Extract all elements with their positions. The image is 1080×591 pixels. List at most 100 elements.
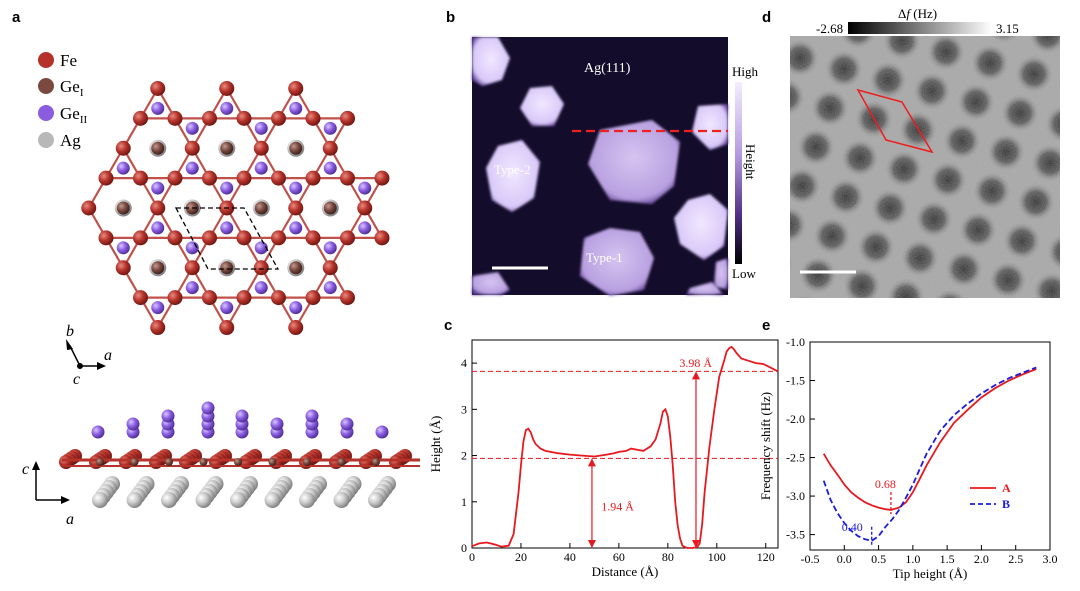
axis-a-side-label: a bbox=[66, 511, 74, 528]
y-tick-label: -2.0 bbox=[786, 412, 805, 426]
fe-atom bbox=[167, 230, 183, 246]
fe-atom bbox=[202, 230, 217, 246]
ge2-atom bbox=[289, 221, 303, 235]
fe-atom bbox=[271, 110, 286, 126]
ag-atom bbox=[264, 492, 281, 508]
axes-top-view bbox=[66, 339, 106, 370]
island-center bbox=[588, 120, 680, 204]
x-tick-label: 2.0 bbox=[974, 552, 989, 566]
fe-atom bbox=[184, 260, 200, 276]
panel-e-frequency-shift: e -0.5 0.0 0.5 1.0 1.5 2.0 2.5 3.0 -3.5 -3.0 -2.5 -… bbox=[760, 317, 1058, 581]
ge2-atom bbox=[358, 181, 372, 195]
fe-atom bbox=[184, 140, 200, 156]
x-axis-label: Distance (Å) bbox=[592, 564, 659, 579]
fe-atom bbox=[340, 290, 355, 306]
legend-label-A: A bbox=[1002, 481, 1011, 495]
ge2-atom bbox=[126, 417, 140, 431]
y-axis-label: Height (Å) bbox=[428, 416, 443, 473]
ag-atom bbox=[195, 492, 212, 508]
ge1-atom bbox=[303, 458, 311, 466]
y-tick-label: 4 bbox=[461, 356, 467, 370]
afm-pit bbox=[790, 253, 793, 275]
ge2-atom bbox=[220, 101, 234, 115]
ag-atom bbox=[230, 492, 246, 508]
afm-unit-cell bbox=[856, 88, 934, 154]
arrow-head bbox=[691, 540, 700, 548]
plot-frame bbox=[471, 339, 779, 549]
fe-atom bbox=[167, 290, 183, 306]
fe-atom bbox=[340, 170, 355, 186]
fe-atom bbox=[133, 290, 148, 306]
fe-atom bbox=[98, 230, 114, 246]
x-tick-label: 40 bbox=[564, 550, 576, 564]
annotation-min-b: 0.40 bbox=[842, 520, 863, 534]
ge2-atom bbox=[340, 417, 354, 431]
ag-atom bbox=[92, 492, 108, 508]
y-tick-label: -1.0 bbox=[786, 335, 805, 349]
ge2-atom bbox=[185, 281, 199, 295]
panel-b-letter: b bbox=[446, 9, 455, 26]
fe-atom bbox=[98, 170, 114, 186]
ge1-atom bbox=[323, 201, 337, 215]
panel-c-height-profile: c 0 20 40 60 80 100 120 0 1 2 3 4 Distance (Å) Height… bbox=[428, 317, 779, 579]
y-axis-label: Frequency shift (Hz) bbox=[760, 392, 773, 500]
ge1-atom bbox=[337, 458, 346, 466]
axis-c-side-label: c bbox=[22, 461, 29, 478]
island-right-top bbox=[692, 104, 728, 150]
ag-atom bbox=[161, 492, 177, 508]
legend-label-B: B bbox=[1002, 497, 1010, 511]
fe-atom bbox=[236, 110, 252, 126]
fe-atom bbox=[115, 260, 131, 276]
x-tick-label: 0.0 bbox=[837, 552, 852, 566]
panel-e-letter: e bbox=[762, 317, 770, 334]
ge2-atom bbox=[151, 221, 165, 235]
ge1-atom bbox=[199, 458, 208, 466]
fe-atom bbox=[322, 140, 338, 156]
fe-atom bbox=[357, 200, 373, 216]
ge2-atom bbox=[116, 241, 130, 255]
x-tick-label: 0.5 bbox=[871, 552, 886, 566]
fe-atom bbox=[150, 200, 166, 216]
legend-ge1-label: GeI bbox=[60, 77, 84, 99]
fe-atom bbox=[305, 170, 321, 186]
fe-atom bbox=[202, 290, 217, 306]
afm-image bbox=[790, 36, 1060, 298]
ge2-atom bbox=[151, 301, 165, 315]
x-tick-label: 1.0 bbox=[905, 552, 920, 566]
ge2-atom bbox=[201, 401, 215, 415]
fe-atom bbox=[271, 230, 286, 246]
ge1-atom bbox=[151, 141, 165, 155]
series-line-B bbox=[822, 366, 1037, 542]
x-axis-label: Tip height (Å) bbox=[893, 566, 968, 581]
fe-atom bbox=[81, 200, 97, 216]
ag-atom bbox=[368, 492, 384, 508]
side-view bbox=[59, 401, 420, 508]
fe-atom bbox=[202, 170, 217, 186]
fe-atom bbox=[150, 320, 166, 336]
fe-atom bbox=[340, 110, 355, 126]
ge1-atom bbox=[234, 458, 242, 466]
ge2-atom bbox=[185, 161, 199, 175]
island-type2 bbox=[486, 140, 540, 212]
fe-atom bbox=[133, 170, 148, 186]
ge1-atom bbox=[289, 141, 303, 155]
fe-atom bbox=[271, 290, 286, 306]
ag-atom bbox=[299, 492, 315, 508]
legend-ag-label: Ag bbox=[60, 131, 81, 150]
island-type1 bbox=[580, 228, 654, 296]
afm-pit bbox=[790, 129, 791, 143]
fe-atom bbox=[133, 110, 148, 126]
y-tick-label: -3.5 bbox=[786, 528, 805, 542]
ge2-atom bbox=[254, 241, 268, 255]
ag-atom bbox=[126, 492, 143, 508]
y-tick-label: -1.5 bbox=[786, 374, 805, 388]
y-tick-label: -2.5 bbox=[786, 451, 805, 465]
island-right-mid bbox=[674, 194, 728, 260]
fe-atom bbox=[271, 170, 286, 186]
colorbar-high-label: High bbox=[732, 64, 759, 79]
fe-atom bbox=[322, 260, 338, 276]
ge1-atom bbox=[96, 458, 104, 466]
axes-side-view bbox=[32, 461, 70, 504]
y-tick-label: 1 bbox=[461, 495, 467, 509]
ag-atom bbox=[333, 492, 350, 508]
